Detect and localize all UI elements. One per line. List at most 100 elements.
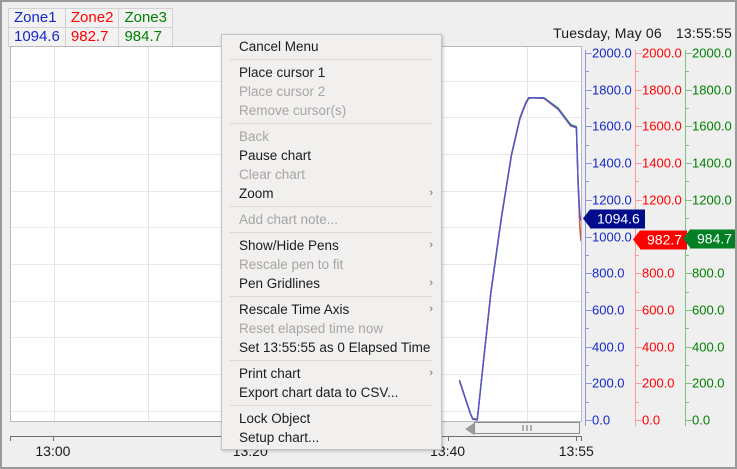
axis-minor-tick <box>635 254 639 256</box>
axis-line-zone1 <box>585 50 586 426</box>
axis-tick-label: 1200.0 <box>642 192 682 208</box>
axis-tick <box>685 89 692 91</box>
axis-tick-label: 600.0 <box>592 302 625 318</box>
axis-minor-tick <box>585 328 589 330</box>
y-axis-zone2[interactable]: 2000.01800.01600.01400.01200.01000.0800.… <box>635 46 687 428</box>
axis-minor-tick <box>635 401 639 403</box>
axis-tick <box>635 273 642 275</box>
menu-item-label: Back <box>239 129 270 144</box>
menu-item-label: Reset elapsed time now <box>239 321 384 336</box>
axis-minor-tick <box>635 71 639 73</box>
value-badge-zone1[interactable]: 1094.6 <box>583 209 645 229</box>
menu-item-label: Rescale Time Axis <box>239 302 350 317</box>
axis-tick-label: 400.0 <box>592 339 625 355</box>
menu-item-zoom[interactable]: Zoom › <box>222 184 441 203</box>
menu-item-rescale-time-axis[interactable]: Rescale Time Axis › <box>222 300 441 319</box>
menu-item-label: Clear chart <box>239 167 306 182</box>
menu-item-show-hide-pens[interactable]: Show/Hide Pens › <box>222 236 441 255</box>
menu-item-pen-gridlines[interactable]: Pen Gridlines › <box>222 274 441 293</box>
menu-item-lock-object[interactable]: Lock Object <box>222 409 441 428</box>
value-badge-zone3[interactable]: 984.7 <box>682 229 735 249</box>
axis-tick-label: 400.0 <box>642 339 675 355</box>
chevron-right-icon: › <box>429 187 433 199</box>
axis-tick <box>635 383 642 385</box>
axis-tick <box>585 53 592 54</box>
chevron-right-icon: › <box>429 277 433 289</box>
axis-tick <box>685 420 692 421</box>
axis-minor-tick <box>635 328 639 330</box>
legend-name-zone2[interactable]: Zone2 <box>64 8 120 28</box>
menu-item-export-chart-data-to-csv[interactable]: Export chart data to CSV... <box>222 383 441 402</box>
menu-item-cancel-menu[interactable]: Cancel Menu <box>222 37 441 56</box>
menu-item-pause-chart[interactable]: Pause chart <box>222 146 441 165</box>
menu-separator <box>230 206 433 207</box>
axis-tick-label: 1800.0 <box>592 82 632 98</box>
axis-tick <box>585 383 592 385</box>
x-axis-tick <box>447 436 449 441</box>
menu-item-label: Place cursor 1 <box>239 65 326 80</box>
menu-item-remove-cursor-s: Remove cursor(s) <box>222 101 441 120</box>
menu-item-place-cursor-1[interactable]: Place cursor 1 <box>222 63 441 82</box>
axis-tick-label: 0.0 <box>692 412 711 428</box>
menu-item-print-chart[interactable]: Print chart › <box>222 364 441 383</box>
axis-tick <box>635 53 642 54</box>
menu-item-label: Zoom <box>239 186 274 201</box>
menu-item-label: Print chart <box>239 366 301 381</box>
menu-item-set-13-55-55-as-0-elapsed-time[interactable]: Set 13:55:55 as 0 Elapsed Time <box>222 338 441 357</box>
axis-tick <box>635 126 642 128</box>
legend-name-row: Zone1 Zone2 Zone3 <box>8 8 173 28</box>
scroll-left-arrow-icon[interactable] <box>465 423 474 435</box>
menu-item-label: Show/Hide Pens <box>239 238 339 253</box>
legend-name-zone1[interactable]: Zone1 <box>8 8 66 28</box>
pen-legend: Zone1 Zone2 Zone3 1094.6 982.7 984.7 <box>8 8 173 47</box>
axis-tick-label: 400.0 <box>692 339 725 355</box>
axis-tick <box>635 163 642 165</box>
menu-item-label: Cancel Menu <box>239 39 319 54</box>
header-time: 13:55:55 <box>675 25 732 41</box>
menu-item-label: Export chart data to CSV... <box>239 385 399 400</box>
axis-tick <box>685 163 692 165</box>
x-axis-tick-label: 13:55 <box>558 443 594 459</box>
menu-separator <box>230 296 433 297</box>
axis-minor-tick <box>635 144 639 146</box>
axis-tick-label: 1800.0 <box>692 82 732 98</box>
axis-minor-tick <box>585 401 589 403</box>
axis-tick <box>635 309 642 311</box>
axis-minor-tick <box>585 181 589 183</box>
menu-item-setup-chart[interactable]: Setup chart... <box>222 428 441 447</box>
menu-separator <box>230 360 433 361</box>
x-axis-tick-label: 13:00 <box>35 443 71 459</box>
axis-minor-tick <box>685 218 689 220</box>
axis-minor-tick <box>585 71 589 73</box>
x-axis-tick <box>576 436 578 441</box>
legend-name-zone3[interactable]: Zone3 <box>118 8 173 28</box>
axis-tick-label: 1400.0 <box>642 155 682 171</box>
axis-tick <box>685 126 692 128</box>
menu-item-back: Back <box>222 127 441 146</box>
axis-tick-label: 600.0 <box>692 302 725 318</box>
menu-item-reset-elapsed-time-now: Reset elapsed time now <box>222 319 441 338</box>
scrollbar-thumb[interactable] <box>474 422 580 434</box>
axis-tick <box>635 420 642 421</box>
axis-minor-tick <box>685 291 689 293</box>
axis-tick <box>635 89 642 91</box>
axis-tick <box>685 199 692 201</box>
time-scrollbar[interactable] <box>10 422 582 436</box>
axis-tick <box>585 199 592 201</box>
axis-tick-label: 1400.0 <box>592 155 632 171</box>
chart-context-menu[interactable]: Cancel Menu Place cursor 1 Place cursor 2 R… <box>221 34 442 450</box>
axis-tick-label: 1400.0 <box>692 155 732 171</box>
value-badge-zone2[interactable]: 982.7 <box>632 230 688 250</box>
axis-minor-tick <box>585 144 589 146</box>
axis-tick-label: 1200.0 <box>592 192 632 208</box>
menu-item-label: Pause chart <box>239 148 312 163</box>
y-axis-zone1[interactable]: 2000.0 1800.0 1600.0 1400.0 1200.0 1000.0 800.… <box>585 46 637 428</box>
axis-tick <box>685 346 692 348</box>
axis-tick <box>635 346 642 348</box>
axis-tick <box>685 383 692 385</box>
axis-tick <box>685 273 692 275</box>
menu-item-rescale-pen-to-fit: Rescale pen to fit <box>222 255 441 274</box>
axis-tick-label: 800.0 <box>592 265 625 281</box>
menu-item-label: Add chart note... <box>239 212 339 227</box>
